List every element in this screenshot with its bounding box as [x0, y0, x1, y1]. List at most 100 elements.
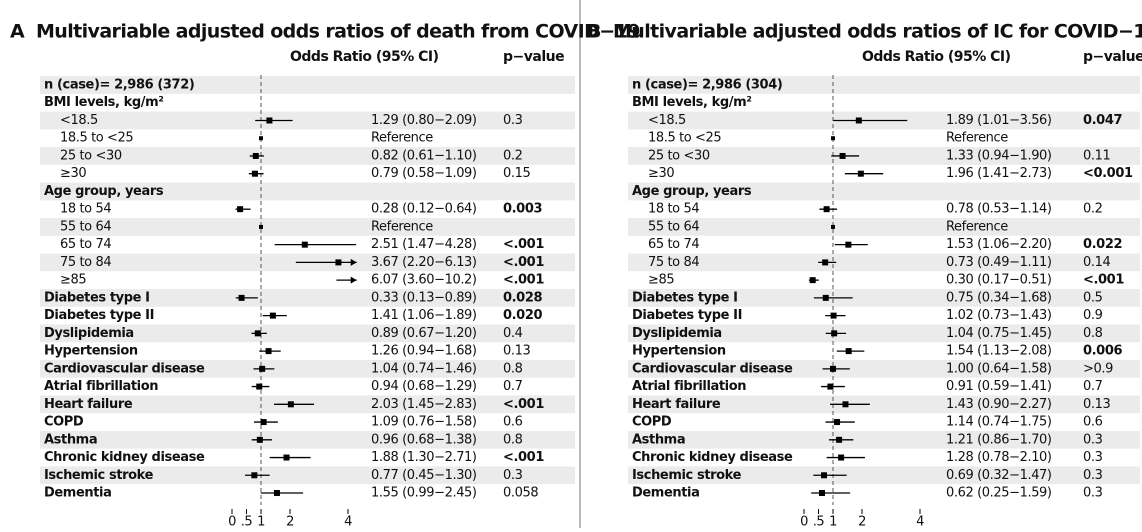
odds-ratio-point [259, 365, 266, 372]
ci-text: 1.28 (0.78−2.10) [946, 450, 1052, 465]
row-band [628, 182, 1140, 201]
ci-text: Reference [946, 219, 1008, 234]
ci-text: 0.73 (0.49−1.11) [946, 255, 1052, 270]
ci-text: 1.00 (0.64−1.58) [946, 361, 1052, 376]
row-label: n (case)= 2,986 (304) [632, 78, 782, 93]
ci-text: 1.26 (0.94−1.68) [371, 344, 477, 359]
odds-ratio-point [335, 259, 342, 266]
odds-ratio-point [809, 277, 816, 284]
ci-text: 1.96 (1.41−2.73) [946, 166, 1052, 181]
ci-arrow [350, 276, 357, 284]
odds-ratio-point [283, 454, 290, 461]
p-value: <0.001 [1083, 166, 1133, 181]
p-value: 0.003 [503, 202, 542, 217]
row-band [40, 76, 575, 94]
ci-text: 0.75 (0.34−1.68) [946, 290, 1052, 305]
row-band [628, 147, 1140, 165]
odds-ratio-point [251, 170, 258, 177]
row-band [628, 253, 1140, 272]
p-value: 0.13 [503, 344, 530, 359]
panel-title: Multivariable adjusted odds ratios of de… [36, 21, 640, 43]
row-label: COPD [632, 415, 672, 430]
ci-text: Reference [371, 131, 433, 146]
row-band [628, 430, 1140, 449]
odds-ratio-point [818, 490, 825, 497]
panel-title: Multivariable adjusted odds ratios of IC… [613, 21, 1142, 43]
p-value: 0.3 [503, 468, 523, 483]
odds-ratio-point [831, 136, 835, 141]
row-label: Dyslipidemia [44, 326, 134, 341]
odds-ratio-point [834, 419, 841, 426]
odds-ratio-point [301, 241, 308, 248]
ci-text: 1.41 (1.06−1.89) [371, 308, 477, 323]
ci-text: 0.77 (0.45−1.30) [371, 468, 477, 483]
row-label: Hypertension [632, 344, 726, 359]
ci-text: 0.91 (0.59−1.41) [946, 379, 1052, 394]
row-label: 55 to 64 [648, 219, 699, 234]
p-value: 0.3 [1083, 468, 1103, 483]
row-band [628, 76, 1140, 94]
x-tick-label: 4 [344, 515, 352, 528]
odds-ratio-point [259, 136, 263, 141]
row-band [628, 289, 1140, 307]
x-tick-label: 1 [829, 515, 837, 528]
p-value: <.001 [503, 255, 544, 270]
p-value: 0.14 [1083, 255, 1110, 270]
ci-text: 0.82 (0.61−1.10) [371, 148, 477, 163]
p-value: 0.13 [1083, 397, 1110, 412]
odds-ratio-point [855, 117, 862, 124]
row-label: Heart failure [632, 397, 721, 412]
row-band [628, 359, 1140, 378]
ci-text: 0.33 (0.13−0.89) [371, 290, 477, 305]
row-label: Ischemic stroke [44, 468, 154, 483]
p-value: <.001 [503, 273, 544, 288]
row-band [628, 324, 1140, 343]
odds-ratio-point [831, 224, 835, 229]
p-value: <.001 [503, 397, 544, 412]
odds-ratio-point [845, 348, 852, 355]
row-label: Age group, years [44, 184, 164, 199]
row-label: 65 to 74 [648, 237, 699, 252]
row-label: COPD [44, 415, 84, 430]
column-header: p−value [1083, 49, 1142, 65]
odds-ratio-point [260, 419, 267, 426]
ci-text: 0.96 (0.68−1.38) [371, 432, 477, 447]
row-band [40, 430, 575, 449]
p-value: 0.5 [1083, 290, 1103, 305]
row-label: BMI levels, kg/m² [632, 95, 752, 110]
row-label: 25 to <30 [648, 148, 710, 163]
odds-ratio-point [265, 348, 272, 355]
ci-text: Reference [371, 219, 433, 234]
row-band [40, 289, 575, 307]
row-band [40, 147, 575, 165]
row-label: ≥30 [648, 166, 674, 181]
odds-ratio-point [273, 490, 280, 497]
row-label: Dementia [632, 486, 699, 501]
row-label: Ischemic stroke [632, 468, 742, 483]
row-band [628, 466, 1140, 485]
row-label: 18.5 to <25 [60, 131, 133, 146]
p-value: 0.006 [1083, 344, 1122, 359]
odds-ratio-point [823, 206, 830, 213]
p-value: 0.15 [503, 166, 530, 181]
row-label: Atrial fibrillation [44, 379, 158, 394]
ci-text: 1.09 (0.76−1.58) [371, 415, 477, 430]
row-band [40, 466, 575, 485]
x-tick-label: .5 [241, 515, 253, 528]
p-value: 0.8 [503, 432, 523, 447]
odds-ratio-point [269, 312, 276, 319]
p-value: 0.6 [503, 415, 523, 430]
row-label: ≥85 [648, 273, 674, 288]
p-value: 0.7 [503, 379, 523, 394]
p-value: 0.11 [1083, 148, 1110, 163]
p-value: 0.058 [503, 486, 538, 501]
row-label: Atrial fibrillation [632, 379, 746, 394]
p-value: 0.028 [503, 290, 542, 305]
ci-text: 2.03 (1.45−2.83) [371, 397, 477, 412]
ci-text: 1.54 (1.13−2.08) [946, 344, 1052, 359]
odds-ratio-point [830, 312, 837, 319]
odds-ratio-point [251, 472, 258, 479]
p-value: 0.3 [503, 113, 523, 128]
row-label: Cardiovascular disease [44, 361, 205, 376]
